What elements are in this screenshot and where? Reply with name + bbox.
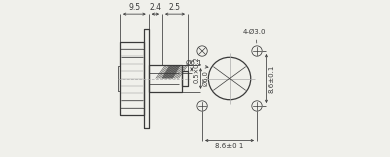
Text: 8.6±0.1: 8.6±0.1 xyxy=(268,64,274,93)
Text: 2.5: 2.5 xyxy=(169,3,181,12)
Text: 8.6±0 1: 8.6±0 1 xyxy=(215,143,244,149)
Text: 2.4: 2.4 xyxy=(149,3,161,12)
Text: 9.5: 9.5 xyxy=(128,3,140,12)
Text: 4-Ø3.0: 4-Ø3.0 xyxy=(243,29,266,35)
Text: Ø6.0: Ø6.0 xyxy=(202,70,208,87)
Text: Ø6.1: Ø6.1 xyxy=(185,60,202,66)
Text: 0.5×0.2: 0.5×0.2 xyxy=(194,56,200,83)
